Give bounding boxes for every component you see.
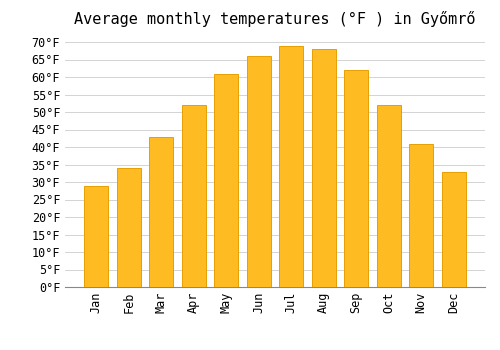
Bar [182,105,206,287]
Bar [442,172,466,287]
Title: Average monthly temperatures (°F ) in Győmrő: Average monthly temperatures (°F ) in Gy… [74,11,476,27]
Bar [409,144,434,287]
Bar [376,105,401,287]
Bar [214,74,238,287]
Bar [246,56,271,287]
Bar [149,136,174,287]
Bar [279,46,303,287]
Bar [116,168,141,287]
Bar [344,70,368,287]
Bar [312,49,336,287]
Bar [84,186,108,287]
